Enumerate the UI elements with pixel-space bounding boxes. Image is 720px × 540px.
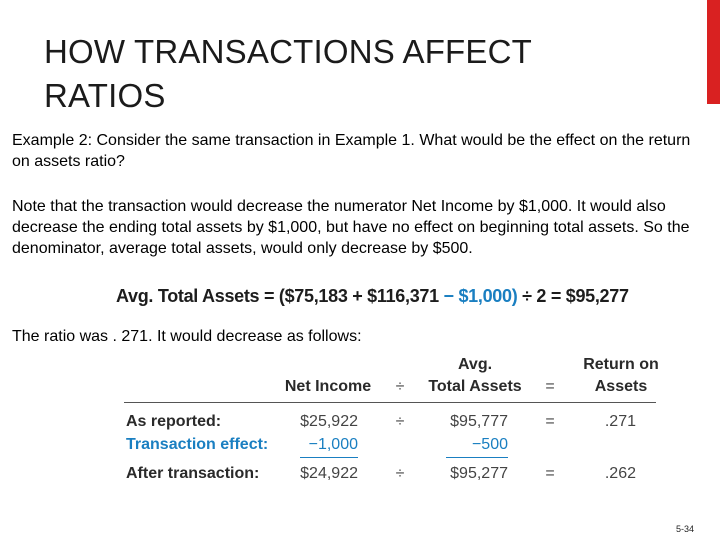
header-net-income: Net Income: [284, 378, 372, 395]
header-avg: Avg.: [457, 356, 493, 373]
avg-total-assets-formula: Avg. Total Assets = ($75,183 + $116,371 …: [116, 286, 629, 307]
after-transaction-divide-sign: ÷: [395, 465, 405, 482]
transaction-effect-avg-assets: −500: [471, 436, 508, 453]
ratio-paragraph: The ratio was . 271. It would decrease a…: [12, 328, 362, 345]
as-reported-net-income: $25,922: [300, 413, 358, 430]
page-number: 5-34: [676, 524, 695, 534]
as-reported-divide-sign: ÷: [395, 413, 405, 430]
as-reported-equals-sign: =: [545, 413, 555, 430]
header-equals-sign: =: [545, 378, 555, 395]
header-divide-sign: ÷: [395, 378, 405, 395]
formula-rhs: ÷ 2 = $95,277: [517, 286, 629, 306]
after-transaction-equals-sign: =: [545, 465, 555, 482]
header-assets: Assets: [594, 378, 648, 395]
slide-title: HOW TRANSACTIONS AFFECT RATIOS: [44, 33, 532, 114]
row-label-as-reported: As reported:: [126, 413, 222, 430]
formula-highlight: − $1,000): [443, 286, 518, 306]
header-rule: [124, 402, 656, 403]
transaction-effect-net-income: −1,000: [308, 436, 358, 453]
as-reported-avg-assets: $95,777: [450, 413, 508, 430]
header-total-assets: Total Assets: [428, 378, 522, 395]
example-paragraph: Example 2: Consider the same transaction…: [12, 132, 691, 170]
after-transaction-roa: .262: [604, 465, 636, 482]
after-transaction-avg-assets: $95,277: [450, 465, 508, 482]
header-return-on: Return on: [583, 356, 659, 373]
accent-bar: [707, 0, 720, 104]
row-label-transaction-effect: Transaction effect:: [126, 436, 269, 453]
explanation-paragraph: Note that the transaction would decrease…: [12, 198, 690, 257]
net-income-sum-rule: [300, 457, 358, 458]
avg-assets-sum-rule: [446, 457, 508, 458]
as-reported-roa: .271: [604, 413, 636, 430]
formula-lhs: Avg. Total Assets = ($75,183 + $116,371: [116, 286, 444, 306]
after-transaction-net-income: $24,922: [300, 465, 358, 482]
row-label-after-transaction: After transaction:: [126, 465, 260, 482]
